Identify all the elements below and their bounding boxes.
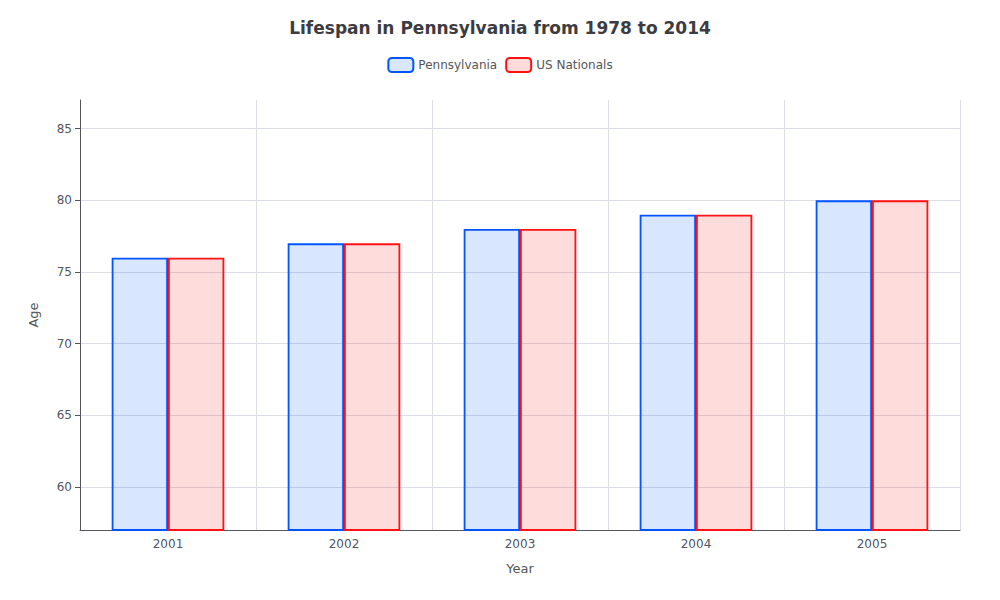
svg-text:65: 65 [57, 408, 72, 422]
svg-text:2001: 2001 [153, 537, 184, 551]
svg-text:US Nationals: US Nationals [536, 58, 612, 72]
svg-text:Pennsylvania: Pennsylvania [418, 58, 497, 72]
svg-text:Age: Age [26, 302, 41, 327]
svg-text:2002: 2002 [329, 537, 360, 551]
svg-text:70: 70 [57, 337, 72, 351]
svg-text:2004: 2004 [681, 537, 712, 551]
svg-text:75: 75 [57, 265, 72, 279]
svg-text:80: 80 [57, 193, 72, 207]
svg-text:Lifespan in Pennsylvania from: Lifespan in Pennsylvania from 1978 to 20… [289, 18, 711, 38]
svg-text:85: 85 [57, 122, 72, 136]
svg-text:60: 60 [57, 480, 72, 494]
svg-text:2003: 2003 [505, 537, 536, 551]
svg-text:Year: Year [505, 561, 534, 576]
svg-text:2005: 2005 [857, 537, 888, 551]
